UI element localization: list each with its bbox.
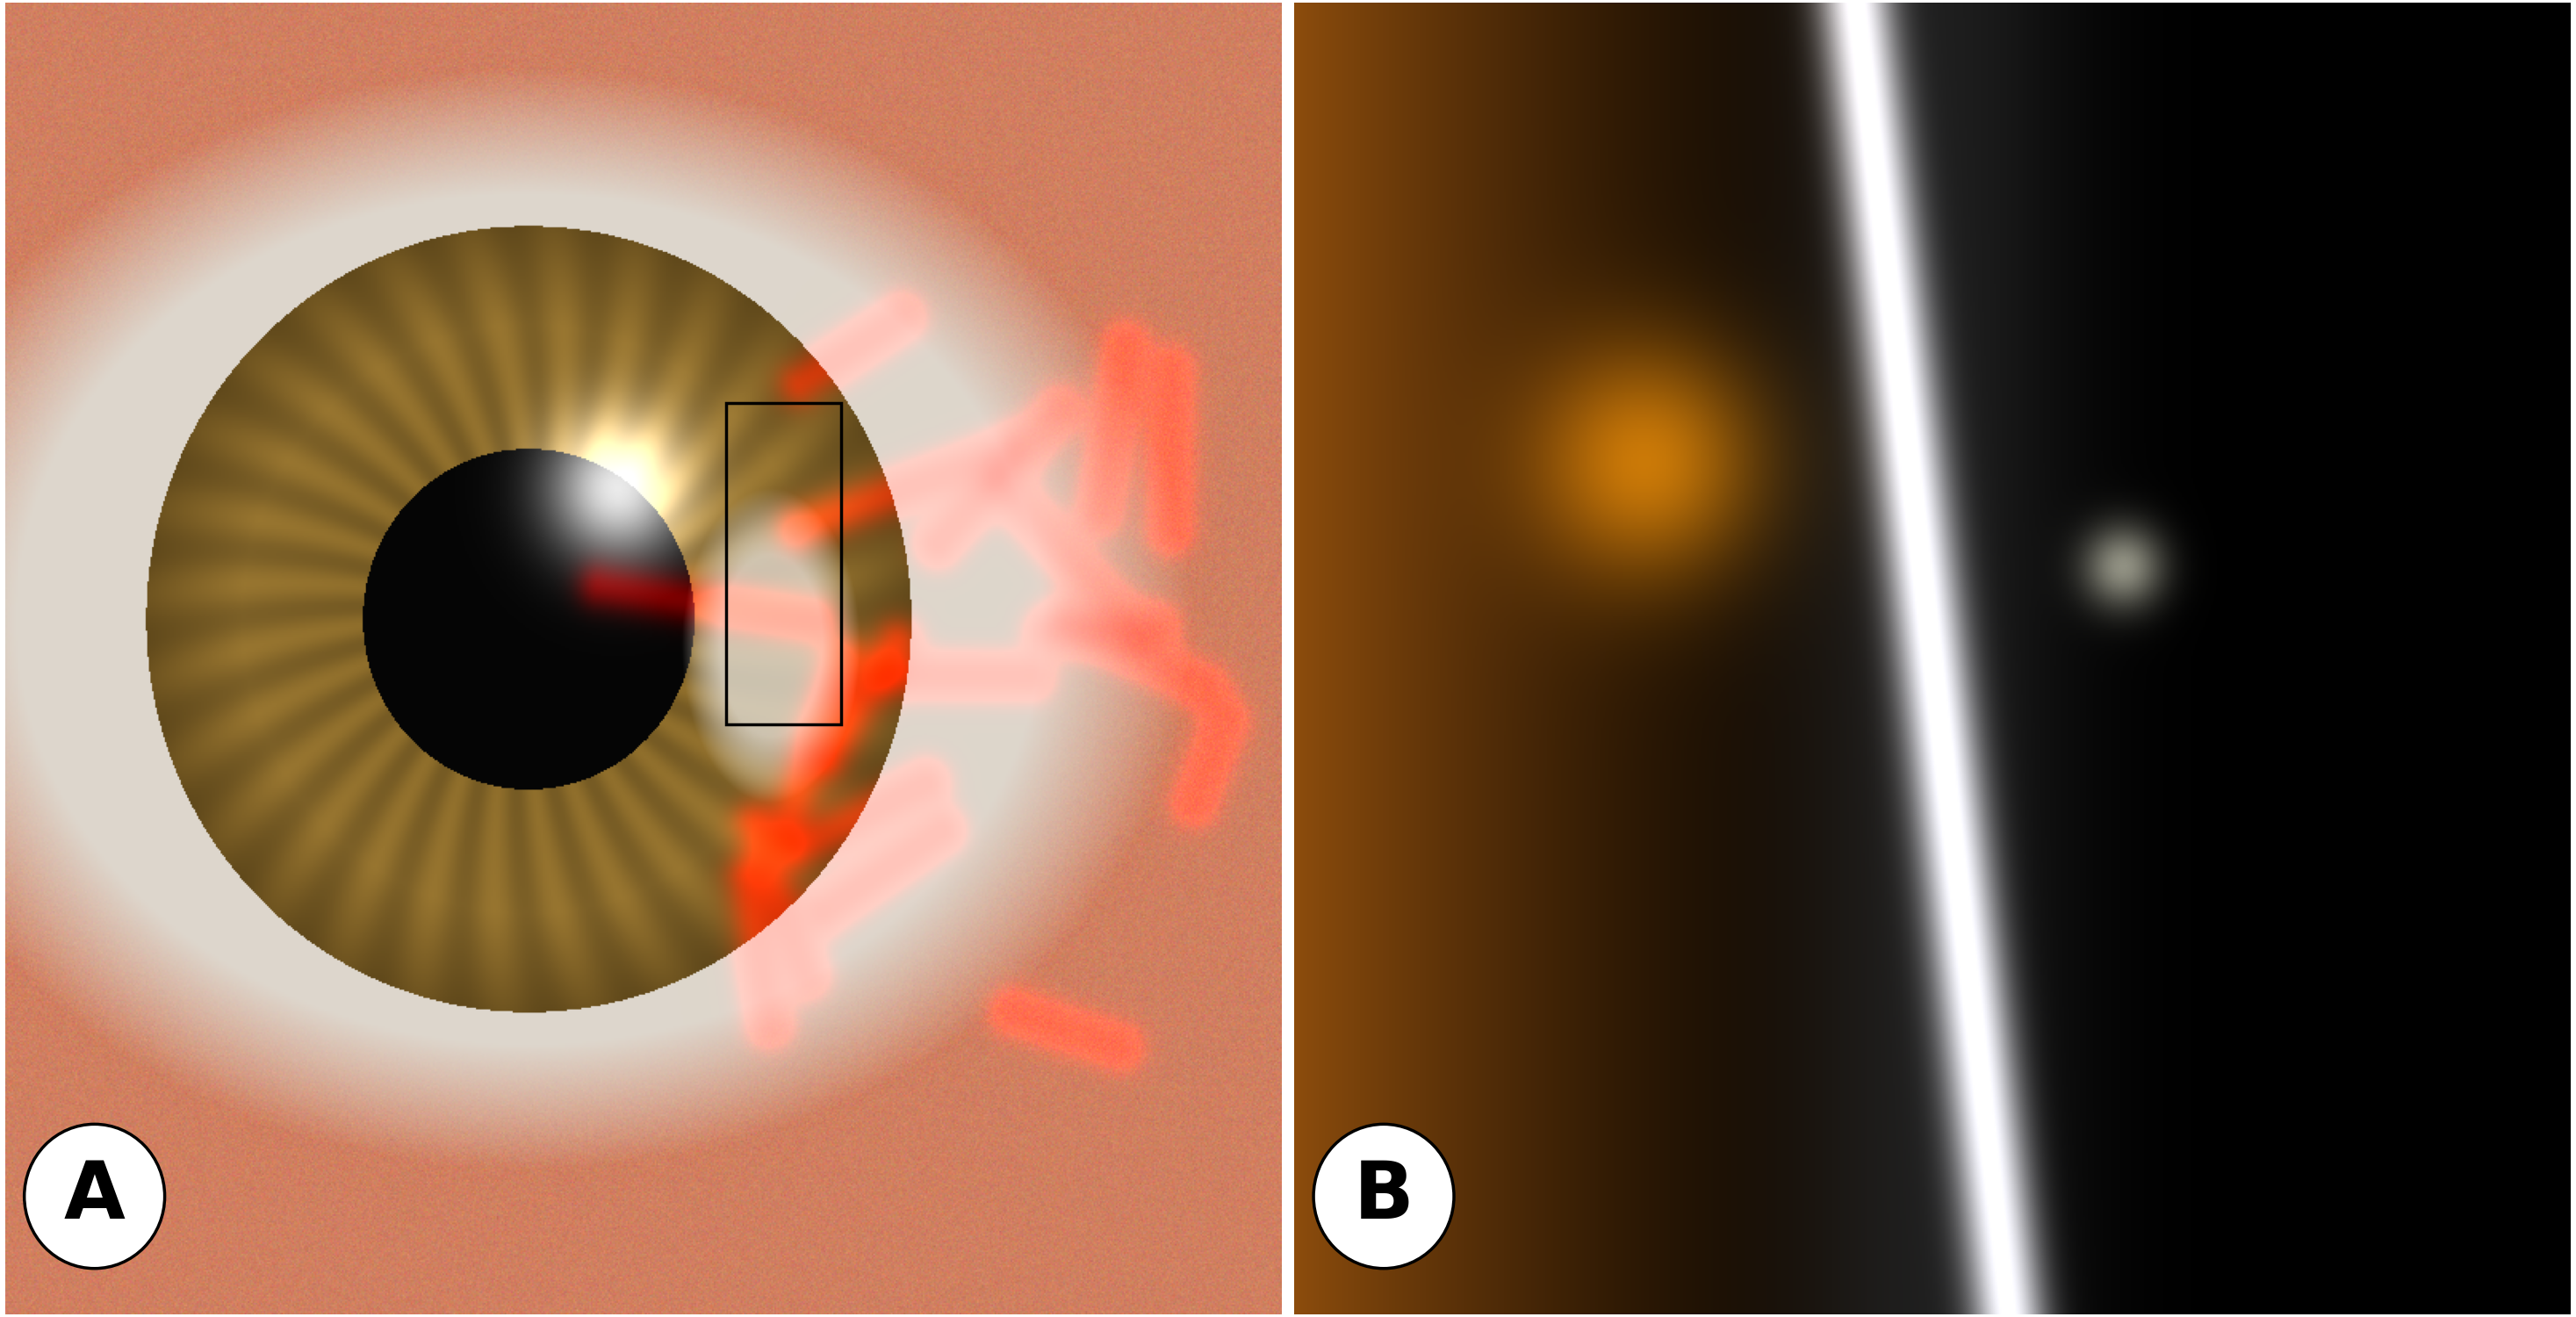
Text: B: B <box>1352 1158 1414 1235</box>
Bar <box>726 403 842 724</box>
Circle shape <box>23 1125 165 1268</box>
Circle shape <box>1314 1125 1453 1268</box>
Text: A: A <box>64 1158 126 1235</box>
